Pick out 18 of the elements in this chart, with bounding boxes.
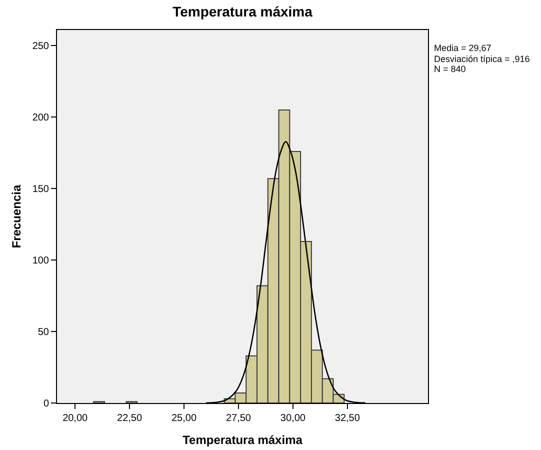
x-tick-label: 20,00 (62, 413, 88, 424)
x-tick-label: 27,50 (226, 413, 252, 424)
x-tick-label: 22,50 (117, 413, 142, 424)
y-tick-label: 200 (32, 112, 50, 124)
y-tick-label: 100 (32, 256, 50, 267)
x-tick-label: 30,00 (280, 413, 306, 424)
y-axis-title: Frecuencia (10, 184, 24, 248)
text: N = 840 (434, 64, 466, 74)
chart-title: Temperatura máxima (172, 4, 313, 20)
y-tick-label: 250 (32, 41, 50, 52)
text: Media = 29,67 (434, 43, 492, 53)
y-tick-label: 150 (32, 184, 50, 196)
x-tick-label: 25,00 (171, 413, 197, 424)
y-tick-label: 50 (38, 327, 50, 338)
y-tick-label: 0 (43, 398, 50, 410)
text: Desviación típica = ,916 (434, 54, 530, 64)
x-tick-label: 32,50 (334, 413, 360, 424)
x-axis-title: Temperatura máxima (182, 432, 303, 447)
